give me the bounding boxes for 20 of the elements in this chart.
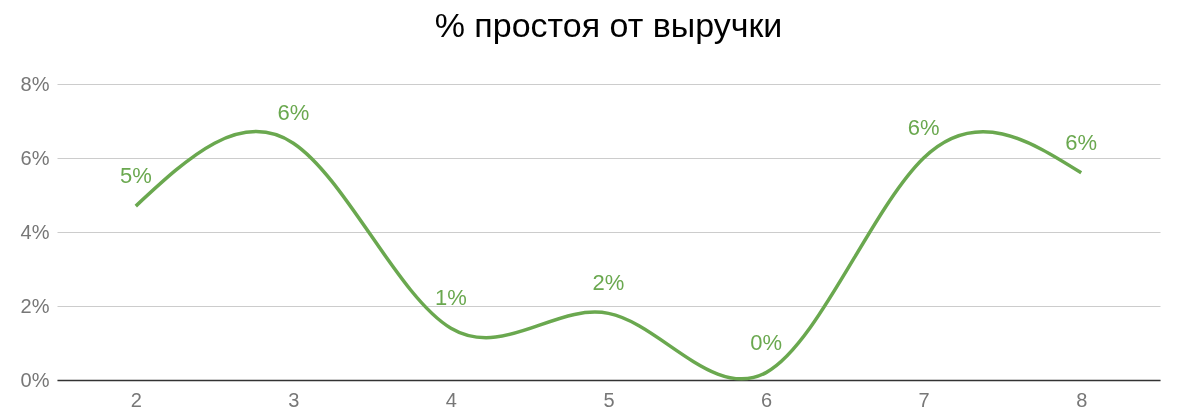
data-label: 0% — [750, 329, 782, 355]
data-label: 6% — [907, 115, 940, 140]
chart-title: % простоя от выручки — [434, 6, 783, 44]
x-tick-label: 2 — [130, 388, 142, 411]
x-tick-label: 8 — [1076, 388, 1088, 411]
y-tick-label: 6% — [20, 146, 50, 169]
data-label: 5% — [119, 163, 152, 189]
x-tick-label: 4 — [445, 388, 457, 411]
data-label: 6% — [1065, 129, 1098, 155]
x-tick-label: 6 — [761, 388, 773, 411]
data-label: 2% — [592, 270, 625, 296]
x-tick-label: 3 — [288, 388, 300, 411]
y-tick-label: 0% — [20, 368, 50, 391]
data-label: 6% — [277, 100, 310, 126]
y-tick-label: 8% — [20, 72, 50, 95]
x-tick-label: 5 — [603, 388, 615, 411]
y-tick-label: 4% — [20, 220, 50, 243]
x-tick-label: 7 — [918, 388, 930, 411]
y-tick-label: 2% — [20, 294, 50, 317]
data-label: 1% — [435, 285, 467, 311]
